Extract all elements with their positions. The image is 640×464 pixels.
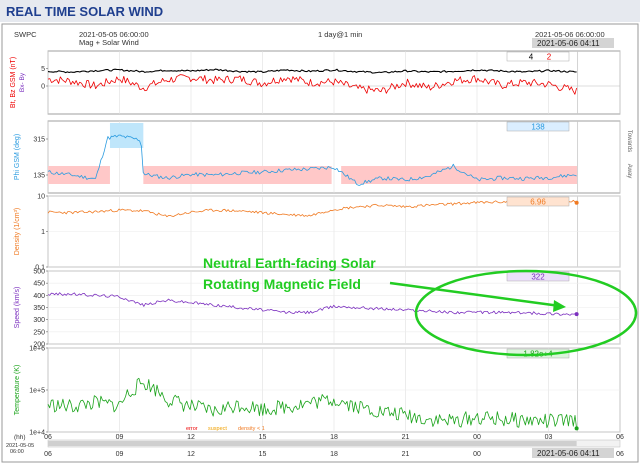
x-date-start-time: 06:00 <box>10 449 24 455</box>
y-tick-label: 200 <box>33 342 45 349</box>
latest-point <box>574 200 579 205</box>
annotation-arrow <box>389 281 561 308</box>
phi-series <box>47 134 577 186</box>
panel-speed: 500 450 400 350 300 250 200 Speed (km/s) 322 <box>14 269 621 349</box>
x-tick-label: 09 <box>116 434 124 441</box>
x-tick-label: 15 <box>259 451 267 458</box>
latest-point <box>574 426 579 431</box>
latest-time: 2021-05-06 04:11 <box>537 39 600 48</box>
latest-value-box <box>506 196 570 207</box>
y-tick-label: 5 <box>41 66 45 73</box>
app-title: REAL TIME SOLAR WIND <box>6 4 163 19</box>
annotation-arrowhead <box>553 300 566 312</box>
header-bar <box>0 0 640 22</box>
panel-phi: 315 135 Phi GSM (deg) 138 Towards Away <box>14 120 632 194</box>
away-sector-band <box>341 166 578 184</box>
panel-density: 10 1 0.1 Density (1/cm³) 6.96 <box>14 194 621 272</box>
y-tick-label: 450 <box>33 281 45 288</box>
speed-series <box>47 292 577 316</box>
legend-density: density < 1 <box>238 426 265 432</box>
x-tick-label: 15 <box>259 434 267 441</box>
latest-value: 322 <box>531 273 545 282</box>
org-label: SWPC <box>14 30 37 39</box>
chart-frame <box>1 23 639 463</box>
sector-side-label: Towards <box>626 130 632 152</box>
annotation-line-1: Neutral Earth-facing Solar <box>203 255 376 271</box>
x-date-start: 2021-05-05 <box>6 443 34 449</box>
x-tick-label: 00 <box>473 451 481 458</box>
y-tick-label: 500 <box>33 269 45 276</box>
y-tick-label: 315 <box>33 137 45 144</box>
y-tick-label: 400 <box>33 293 45 300</box>
latest-bz-value: 2 <box>547 53 552 62</box>
flag-legend: error suspect density < 1 <box>186 426 265 432</box>
y-tick-label: 0.1 <box>35 265 45 272</box>
time-scrub-range <box>48 441 577 446</box>
x-tick-label: 06 <box>616 451 624 458</box>
x-tick-label: 12 <box>187 434 195 441</box>
y-tick-label: 1e+6 <box>29 346 45 353</box>
start-time: 2021-05-05 06:00:00 <box>79 30 149 39</box>
y-tick-label: 10 <box>37 194 45 201</box>
panel-mag: 5 0 Bt, Bz GSM (nT) Bx- By 4 2 <box>10 50 621 115</box>
latest-value: 6.96 <box>530 198 546 207</box>
x-tick-label: 21 <box>402 451 410 458</box>
away-sector-band <box>48 166 110 184</box>
y-axis-label: Density (1/cm³) <box>14 208 21 255</box>
density-series <box>47 199 577 218</box>
latest-value: 138 <box>531 123 545 132</box>
annotation-line-2: Rotating Magnetic Field <box>203 276 361 292</box>
x-tick-label: 09 <box>116 451 124 458</box>
bt-series <box>47 68 577 74</box>
x-tick-label: 06 <box>44 451 52 458</box>
source-label: Mag + Solar Wind <box>79 38 139 47</box>
y-axis-label: Phi GSM (deg) <box>14 134 21 180</box>
x-tick-label: 18 <box>330 434 338 441</box>
y-axis-label: Temperature (K) <box>14 365 21 416</box>
latest-value-box <box>506 51 570 62</box>
bz-series <box>47 74 577 95</box>
sector-side-label: Away <box>626 164 632 179</box>
x-tick-label: 03 <box>545 434 553 441</box>
y-axis-sublabel: Bx- By <box>19 72 26 92</box>
legend-error: error <box>186 426 198 432</box>
latest-point <box>574 312 579 317</box>
x-tick-label: 00 <box>473 434 481 441</box>
end-time: 2021-05-06 06:00:00 <box>535 30 605 39</box>
latest-value-box <box>506 121 570 132</box>
latest-time-box <box>532 38 614 48</box>
end-time-label: 2021-05-06 04:11 <box>537 449 600 458</box>
annotation-ellipse <box>414 269 638 357</box>
x-tick-label: 21 <box>402 434 410 441</box>
y-tick-label: 1 <box>41 229 45 236</box>
y-tick-label: 350 <box>33 305 45 312</box>
x-tick-label: 12 <box>187 451 195 458</box>
end-time-box <box>532 448 614 458</box>
y-tick-label: 0 <box>41 84 45 91</box>
span-label: 1 day@1 min <box>318 30 362 39</box>
y-tick-label: 1e+5 <box>29 388 45 395</box>
y-axis-label: Bt, Bz GSM (nT) <box>10 57 17 108</box>
temperature-series <box>47 377 577 429</box>
x-tick-label: 06 <box>44 434 52 441</box>
x-unit-label: (hh) <box>14 434 26 441</box>
x-tick-label: 18 <box>330 451 338 458</box>
legend-suspect: suspect <box>208 426 227 432</box>
x-tick-label: 06 <box>616 434 624 441</box>
y-tick-label: 135 <box>33 173 45 180</box>
y-tick-label: 1e+4 <box>29 430 45 437</box>
y-tick-label: 300 <box>33 317 45 324</box>
y-tick-label: 250 <box>33 329 45 336</box>
x-axis: 060609091212151518182121000003030606(hh)… <box>6 434 624 458</box>
latest-bt-value: 4 <box>529 53 534 62</box>
y-axis-label: Speed (km/s) <box>14 287 21 329</box>
